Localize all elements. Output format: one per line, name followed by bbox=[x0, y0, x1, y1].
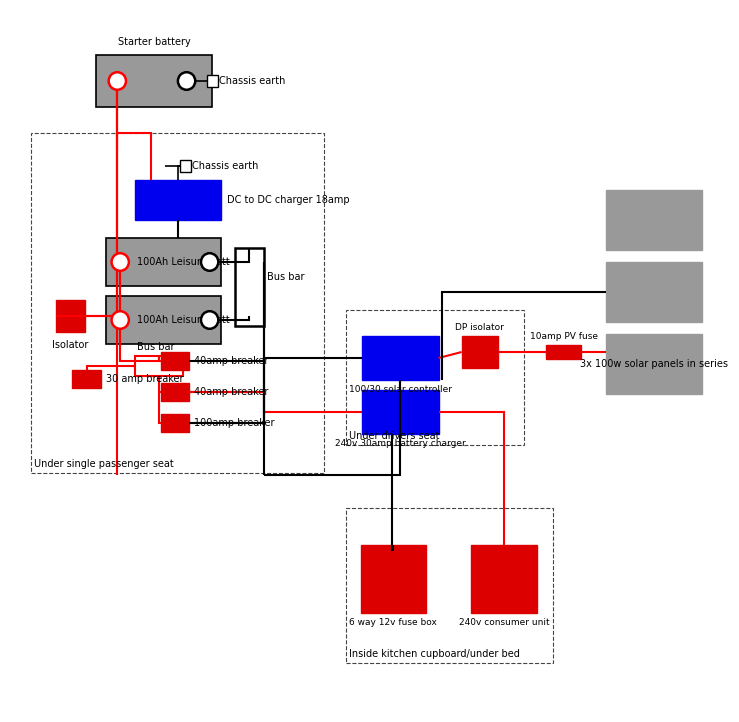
Text: Under single passenger seat: Under single passenger seat bbox=[33, 458, 174, 469]
Bar bbox=[361, 390, 438, 434]
Bar bbox=[606, 334, 702, 394]
Bar bbox=[106, 296, 221, 344]
Text: 100amp breaker: 100amp breaker bbox=[194, 418, 275, 428]
Circle shape bbox=[201, 311, 218, 329]
Text: 100Ah Leisure batt: 100Ah Leisure batt bbox=[137, 257, 229, 267]
Bar bbox=[207, 75, 218, 87]
Bar bbox=[55, 300, 85, 332]
Text: Inside kitchen cupboard/under bed: Inside kitchen cupboard/under bed bbox=[349, 648, 520, 658]
Bar bbox=[180, 160, 191, 172]
Text: 100/30 solar controller: 100/30 solar controller bbox=[349, 385, 452, 394]
Text: Chassis earth: Chassis earth bbox=[219, 76, 286, 86]
Text: Starter battery: Starter battery bbox=[118, 37, 190, 47]
Bar bbox=[31, 133, 324, 473]
Bar bbox=[160, 352, 189, 370]
Bar bbox=[471, 545, 537, 613]
Text: 40amp breaker: 40amp breaker bbox=[194, 356, 269, 366]
Text: 100Ah Leisure batt: 100Ah Leisure batt bbox=[137, 315, 229, 325]
Text: Under drivers seat: Under drivers seat bbox=[349, 430, 440, 440]
Bar bbox=[106, 238, 221, 286]
Text: 3x 100w solar panels in series: 3x 100w solar panels in series bbox=[580, 359, 728, 369]
Text: 240v 30amp battery charger: 240v 30amp battery charger bbox=[335, 439, 466, 448]
Bar bbox=[134, 356, 183, 376]
Bar bbox=[134, 180, 221, 220]
Text: Chassis earth: Chassis earth bbox=[192, 161, 259, 171]
Bar bbox=[235, 248, 264, 326]
Bar bbox=[160, 383, 189, 401]
Circle shape bbox=[112, 311, 129, 329]
Circle shape bbox=[178, 72, 195, 90]
Text: Bus bar: Bus bar bbox=[268, 272, 305, 282]
Bar bbox=[462, 336, 498, 368]
Text: Bus bar: Bus bar bbox=[137, 342, 174, 352]
Circle shape bbox=[201, 253, 218, 271]
Bar bbox=[361, 336, 438, 380]
Text: DC to DC charger 18amp: DC to DC charger 18amp bbox=[227, 195, 350, 205]
Text: DP isolator: DP isolator bbox=[455, 323, 504, 332]
Text: 40amp breaker: 40amp breaker bbox=[194, 387, 269, 397]
Circle shape bbox=[109, 72, 126, 90]
Bar bbox=[347, 508, 553, 663]
Text: 10amp PV fuse: 10amp PV fuse bbox=[530, 332, 598, 341]
Text: 6 way 12v fuse box: 6 way 12v fuse box bbox=[350, 618, 437, 627]
Circle shape bbox=[112, 253, 129, 271]
Bar bbox=[606, 262, 702, 322]
Bar bbox=[361, 545, 426, 613]
Bar bbox=[606, 190, 702, 250]
Bar bbox=[96, 55, 211, 107]
Bar bbox=[72, 370, 101, 388]
Text: 240v consumer unit: 240v consumer unit bbox=[459, 618, 549, 627]
Bar bbox=[160, 414, 189, 432]
Bar bbox=[347, 310, 524, 445]
Bar bbox=[546, 345, 581, 359]
Text: Isolator: Isolator bbox=[52, 340, 89, 350]
Text: 30 amp breaker: 30 amp breaker bbox=[106, 374, 183, 384]
